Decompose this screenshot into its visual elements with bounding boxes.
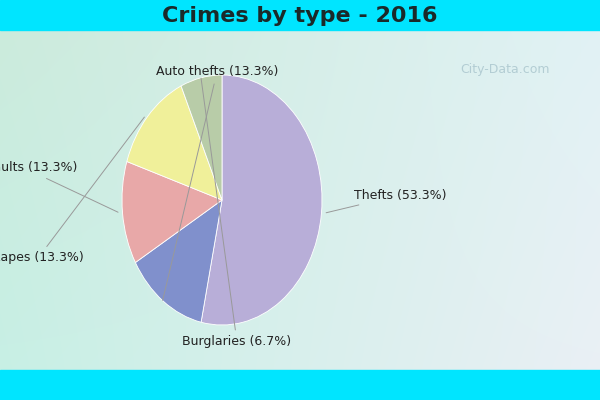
Bar xyxy=(0,370,600,400)
Text: City-Data.com: City-Data.com xyxy=(460,64,550,76)
Text: Thefts (53.3%): Thefts (53.3%) xyxy=(326,188,446,213)
Text: Burglaries (6.7%): Burglaries (6.7%) xyxy=(182,78,292,348)
Text: Auto thefts (13.3%): Auto thefts (13.3%) xyxy=(156,66,278,300)
Bar xyxy=(0,0,600,30)
Text: Assaults (13.3%): Assaults (13.3%) xyxy=(0,162,118,212)
Wedge shape xyxy=(201,75,322,325)
Wedge shape xyxy=(136,200,222,322)
Text: Rapes (13.3%): Rapes (13.3%) xyxy=(0,117,145,264)
Wedge shape xyxy=(127,86,222,200)
Text: Crimes by type - 2016: Crimes by type - 2016 xyxy=(162,6,438,26)
Wedge shape xyxy=(122,162,222,262)
Wedge shape xyxy=(181,75,222,200)
